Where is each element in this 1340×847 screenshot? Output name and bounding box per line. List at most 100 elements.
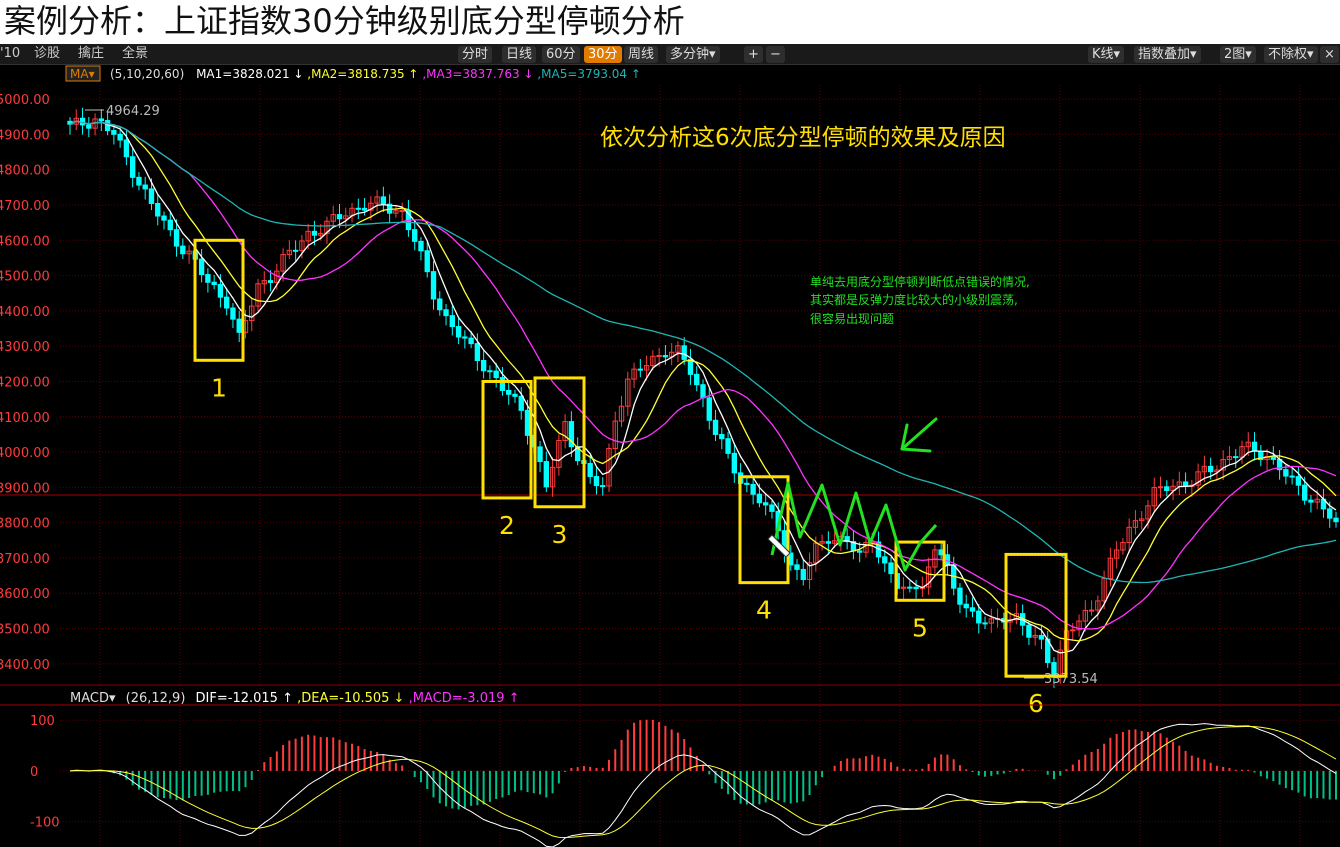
candle-body — [1070, 629, 1076, 632]
price-tick-label: 3800.00 — [0, 517, 50, 532]
candle-body — [506, 389, 512, 395]
period-multi-min-dropdown[interactable]: 多分钟▾ — [666, 46, 720, 63]
side-note-line-1: 单纯去用底分型停顿判断低点错误的情况, — [810, 274, 1030, 289]
candle-body — [1145, 505, 1151, 520]
candle-body — [662, 354, 669, 358]
candle-body — [618, 405, 625, 422]
toolbar-panorama-button[interactable]: 全景 — [122, 46, 149, 61]
candle-body — [631, 368, 637, 380]
ma5-value: ,MA5=3793.04 ↑ — [537, 67, 641, 81]
candle-body — [1295, 476, 1302, 486]
candle-body — [449, 315, 455, 328]
candle-body — [86, 124, 92, 129]
candle-body — [1333, 517, 1339, 523]
candle-body — [455, 326, 462, 338]
fractal-box-label-5: 5 — [912, 613, 928, 642]
price-tick-label: 3500.00 — [0, 623, 50, 638]
zoom-out-button[interactable]: − — [766, 46, 785, 63]
index-overlay-dropdown[interactable]: 指数叠加▾ — [1134, 46, 1201, 63]
green-zigzag-annotation — [770, 481, 938, 572]
candle-body — [443, 309, 449, 317]
period-daily-button[interactable]: 日线 — [502, 46, 537, 63]
candle-body — [286, 249, 293, 256]
candle-body — [1220, 458, 1226, 471]
candle-body — [499, 377, 506, 391]
period-30min-button[interactable]: 30分 — [584, 46, 622, 63]
price-tick-label: 3600.00 — [0, 587, 50, 602]
adjust-rights-dropdown[interactable]: 不除权▾ — [1264, 46, 1318, 63]
fractal-box-label-4: 4 — [756, 596, 772, 625]
fractal-box-label-3: 3 — [552, 520, 568, 549]
price-tick-label: 4900.00 — [0, 128, 50, 143]
macd-tick-label: 100 — [30, 714, 55, 729]
candle-body — [280, 254, 286, 272]
candle-body — [857, 550, 863, 553]
bottom-fractal-boxes: 1 2 3 4 5 6 — [193, 238, 1068, 718]
candle-body — [643, 365, 650, 371]
candle-body — [324, 220, 330, 234]
candle-body — [1095, 600, 1101, 611]
candle-body — [568, 421, 575, 448]
price-tick-label: 3700.00 — [0, 552, 50, 567]
fractal-box-6 — [1004, 552, 1068, 678]
candle-body — [343, 215, 349, 220]
candle-body — [292, 249, 299, 252]
fractal-box-label-2: 2 — [499, 511, 515, 540]
candle-body — [819, 541, 825, 544]
fractal-box-2 — [481, 379, 533, 500]
candle-body — [330, 214, 336, 222]
period-60min-button[interactable]: 60分 — [542, 46, 580, 63]
candle-body — [424, 250, 430, 273]
candle-body — [1195, 471, 1201, 486]
ma2-value: ,MA2=3818.735 ↑ — [307, 67, 418, 81]
close-icon[interactable]: × — [1320, 46, 1339, 63]
ma3-line — [69, 120, 1337, 630]
macd-panel: 100 0 -100 — [30, 714, 1340, 847]
candle-body — [1170, 485, 1176, 492]
macd-value: ,MACD=-3.019 ↑ — [409, 691, 520, 706]
price-tick-label: 4400.00 — [0, 305, 50, 320]
candle-body — [129, 156, 136, 178]
kline-type-dropdown[interactable]: K线▾ — [1088, 46, 1125, 63]
candle-body — [675, 345, 681, 353]
dea-value: ,DEA=-10.505 ↓ — [297, 691, 404, 706]
candle-body — [744, 482, 750, 485]
candle-body — [487, 370, 493, 373]
candle-body — [236, 318, 242, 333]
candle-body — [518, 395, 524, 411]
ma-indicator-dropdown[interactable]: MA▾ — [70, 67, 95, 81]
candle-body — [687, 358, 694, 375]
candle-body — [800, 568, 806, 581]
candle-body — [230, 307, 236, 320]
price-tick-label: 4800.00 — [0, 164, 50, 179]
fractal-box-4 — [738, 475, 790, 585]
candle-body — [186, 250, 192, 255]
multi-chart-dropdown[interactable]: 2图▾ — [1220, 46, 1256, 63]
candle-body — [198, 258, 205, 276]
candle-body — [1026, 624, 1032, 638]
price-tick-label: 4600.00 — [0, 234, 50, 249]
price-tick-label: 5000.00 — [0, 93, 50, 108]
period-weekly-button[interactable]: 周线 — [624, 46, 659, 63]
candle-body — [524, 409, 531, 436]
moving-average-lines — [69, 120, 1337, 654]
candle-body — [725, 438, 731, 454]
price-grid — [60, 85, 1340, 847]
price-tick-label: 3400.00 — [0, 658, 50, 673]
period-intraday-button[interactable]: 分时 — [458, 46, 493, 63]
candle-body — [813, 542, 819, 564]
zoom-in-button[interactable]: + — [744, 46, 763, 63]
toolbar-diagnose-button[interactable]: 诊股 — [34, 46, 61, 61]
ma-params: (5,10,20,60) — [110, 67, 184, 81]
fractal-box-1 — [193, 238, 245, 362]
toolbar-capture-button[interactable]: 擒庄 — [78, 46, 105, 61]
candle-body — [305, 230, 311, 242]
candle-body — [549, 466, 556, 488]
ma2-line — [69, 120, 1337, 642]
candle-body — [217, 284, 224, 298]
candle-body — [1283, 469, 1289, 477]
candle-body — [180, 245, 186, 255]
candle-body — [963, 603, 969, 609]
candle-body — [831, 540, 838, 544]
candle-body — [155, 202, 161, 217]
